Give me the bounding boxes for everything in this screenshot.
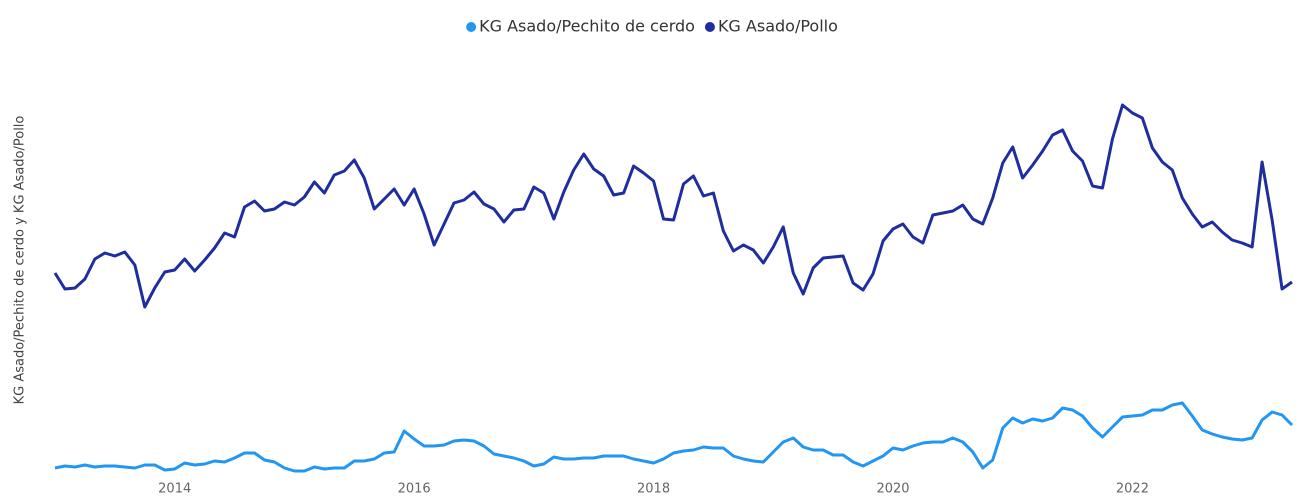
legend-marker bbox=[466, 22, 477, 32]
x-tick-label: 2020 bbox=[876, 482, 909, 497]
legend-label: KG Asado/Pollo bbox=[718, 17, 838, 36]
legend-label: KG Asado/Pechito de cerdo bbox=[479, 17, 695, 36]
x-tick-label: 2022 bbox=[1116, 482, 1149, 497]
series-line bbox=[54, 401, 1294, 473]
x-tick-label: 2014 bbox=[158, 482, 191, 497]
series-line bbox=[53, 103, 1293, 309]
legend-marker bbox=[704, 22, 715, 32]
x-tick-label: 2018 bbox=[637, 482, 670, 497]
legend: KG Asado/Pechito de cerdo KG Asado/Pollo bbox=[466, 17, 838, 36]
y-axis-label: KG Asado/Pechito de cerdo y KG Asado/Pol… bbox=[13, 116, 28, 405]
x-tick-label: 2016 bbox=[398, 482, 431, 497]
